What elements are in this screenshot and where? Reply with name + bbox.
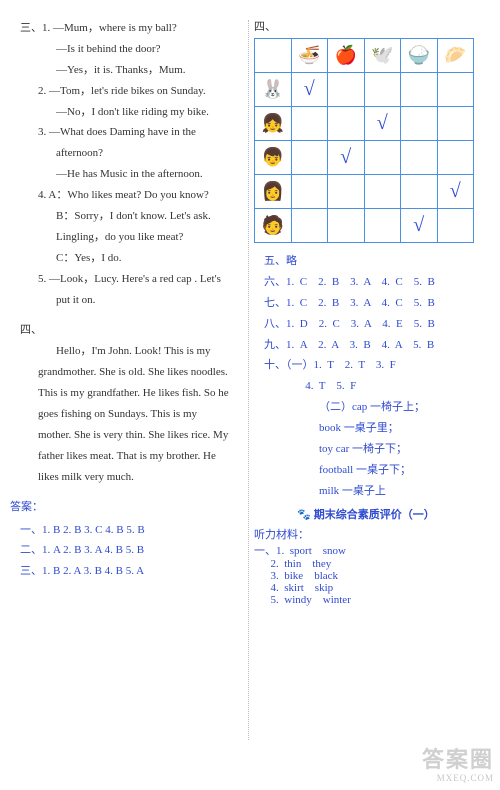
empty-cell [291, 175, 328, 209]
answer-line: 二、1. A 2. B 3. A 4. B 5. B [10, 540, 232, 561]
answers-header: 答案： [10, 498, 232, 514]
food-icon: 🍎 [328, 39, 365, 73]
check-mark: √ [437, 175, 474, 209]
empty-cell [291, 209, 328, 243]
dialogue-line: —No，I don't like riding my bike. [10, 102, 232, 123]
dialogue-line: B：Sorry，I don't know. Let's ask. Linglin… [10, 206, 232, 248]
food-icon: 🕊️ [364, 39, 401, 73]
answer-line: 4. T 5. F [254, 376, 478, 397]
empty-cell [437, 107, 474, 141]
empty-cell [364, 141, 401, 175]
answer-line: 十、（一）1. T 2. T 3. F [254, 355, 478, 376]
column-divider [248, 20, 249, 740]
dialogue-line: 4. A：Who likes meat? Do you know? [10, 185, 232, 206]
listening-item: 5. windy winter [254, 594, 478, 606]
listening-item: 一、1. sport snow [254, 542, 478, 558]
dialogue-line: —Yes，it is. Thanks，Mum. [10, 60, 232, 81]
paw-icon: 🐾 [297, 509, 311, 521]
empty-cell [364, 175, 401, 209]
answer-line: （二）cap 一椅子上； [254, 397, 478, 418]
section-3: 三、1. —Mum，where is my ball?—Is it behind… [10, 18, 232, 310]
left-column: 三、1. —Mum，where is my ball?—Is it behind… [10, 18, 240, 750]
empty-cell [291, 107, 328, 141]
answers-block-right: 五、略六、1. C 2. B 3. A 4. C 5. B七、1. C 2. B… [254, 251, 478, 502]
answer-line: 三、1. B 2. A 3. B 4. B 5. A [10, 561, 232, 582]
empty-cell [437, 73, 474, 107]
answer-line: 一、1. B 2. B 3. C 4. B 5. B [10, 520, 232, 541]
check-mark: √ [401, 209, 438, 243]
food-icon: 🍜 [291, 39, 328, 73]
answer-line: toy car 一椅子下； [254, 439, 478, 460]
person-icon: 👦 [255, 141, 292, 175]
watermark-line1: 答案圈 [422, 747, 494, 773]
section-4-label: 四、 [10, 324, 42, 336]
listening-item: 4. skirt skip [254, 582, 478, 594]
section-4-paragraph: Hello，I'm John. Look! This is my grandmo… [10, 341, 232, 487]
empty-cell [437, 209, 474, 243]
food-icon: 🥟 [437, 39, 474, 73]
unit-title-text: 期末综合素质评价（一） [314, 509, 435, 521]
dialogue-line: 5. —Look，Lucy. Here's a red cap . Let's … [10, 269, 232, 311]
watermark: 答案圈 MXEQ.COM [422, 747, 494, 784]
empty-cell [364, 209, 401, 243]
answer-line: book 一桌子里； [254, 418, 478, 439]
answer-line: football 一桌子下； [254, 460, 478, 481]
right-column: 四、 🍜🍎🕊️🍚🥟🐰√👧√👦√👩√🧑√ 五、略六、1. C 2. B 3. A … [240, 18, 478, 750]
empty-cell [437, 141, 474, 175]
section-4-right-label: 四、 [254, 18, 478, 34]
answer-line: 八、1. D 2. C 3. A 4. E 5. B [254, 314, 478, 335]
listening-item: 2. thin they [254, 558, 478, 570]
person-icon: 👧 [255, 107, 292, 141]
dialogue-line: —He has Music in the afternoon. [10, 164, 232, 185]
dialogue-line: —Is it behind the door? [10, 39, 232, 60]
empty-cell [401, 73, 438, 107]
empty-cell [328, 209, 365, 243]
listening-header: 听力材料： [254, 526, 478, 542]
empty-cell [291, 141, 328, 175]
unit-title: 🐾 期末综合素质评价（一） [254, 506, 478, 522]
check-mark: √ [364, 107, 401, 141]
empty-cell [328, 73, 365, 107]
empty-cell [401, 175, 438, 209]
preference-table: 🍜🍎🕊️🍚🥟🐰√👧√👦√👩√🧑√ [254, 38, 474, 243]
empty-cell [328, 175, 365, 209]
person-icon: 🐰 [255, 73, 292, 107]
empty-cell [328, 107, 365, 141]
check-mark: √ [328, 141, 365, 175]
answers-block-left: 一、1. B 2. B 3. C 4. B 5. B二、1. A 2. B 3.… [10, 520, 232, 583]
listening-item: 3. bike black [254, 570, 478, 582]
answer-line: 六、1. C 2. B 3. A 4. C 5. B [254, 272, 478, 293]
person-icon: 👩 [255, 175, 292, 209]
empty-cell [401, 107, 438, 141]
person-icon: 🧑 [255, 209, 292, 243]
food-icon: 🍚 [401, 39, 438, 73]
answer-line: 七、1. C 2. B 3. A 4. C 5. B [254, 293, 478, 314]
check-mark: √ [291, 73, 328, 107]
answer-line: 五、略 [254, 251, 478, 272]
dialogue-line: 3. —What does Daming have in the afterno… [10, 122, 232, 164]
dialogue-line: 三、1. —Mum，where is my ball? [10, 18, 232, 39]
answer-line: milk 一桌子上 [254, 481, 478, 502]
dialogue-line: C：Yes，I do. [10, 248, 232, 269]
listening-list: 一、1. sport snow 2. thin they 3. bike bla… [254, 542, 478, 606]
watermark-line2: MXEQ.COM [422, 773, 494, 784]
dialogue-line: 2. —Tom，let's ride bikes on Sunday. [10, 81, 232, 102]
section-4-left: 四、 Hello，I'm John. Look! This is my gran… [10, 320, 232, 487]
empty-cell [364, 73, 401, 107]
answer-line: 九、1. A 2. A 3. B 4. A 5. B [254, 335, 478, 356]
empty-cell [401, 141, 438, 175]
